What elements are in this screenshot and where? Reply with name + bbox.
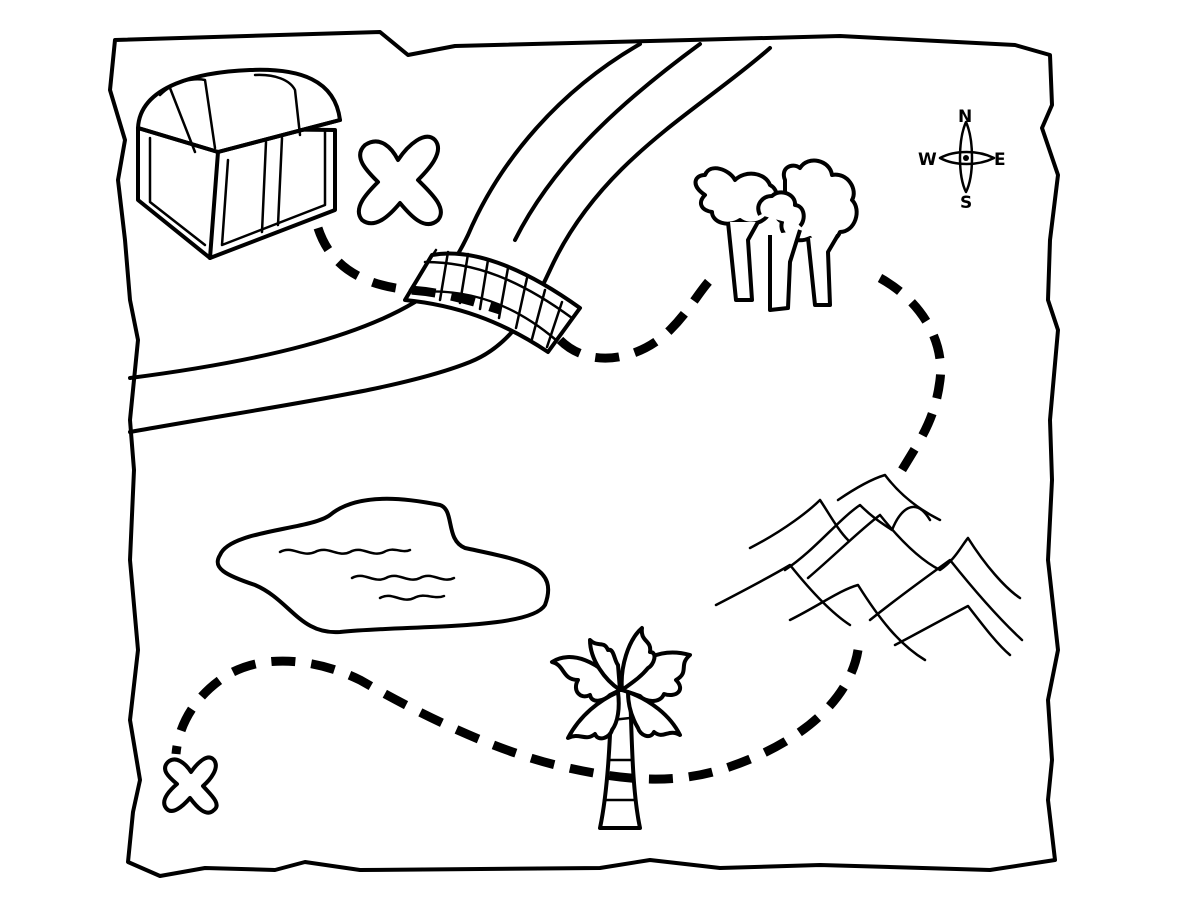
compass-east-label: E (994, 150, 1006, 170)
lake (215, 496, 551, 635)
compass-south-label: S (960, 193, 972, 213)
compass-north-label: N (958, 107, 972, 127)
x-mark-small-icon (162, 755, 219, 815)
palm-tree-icon (550, 626, 692, 830)
forest-trees-icon (693, 158, 859, 312)
compass-rose: N S E W (918, 107, 1006, 213)
treasure-chest-icon (136, 67, 342, 260)
mountains (714, 473, 1024, 662)
compass-west-label: W (918, 150, 937, 170)
dashed-trail (171, 226, 946, 784)
x-mark-icon (356, 134, 443, 227)
